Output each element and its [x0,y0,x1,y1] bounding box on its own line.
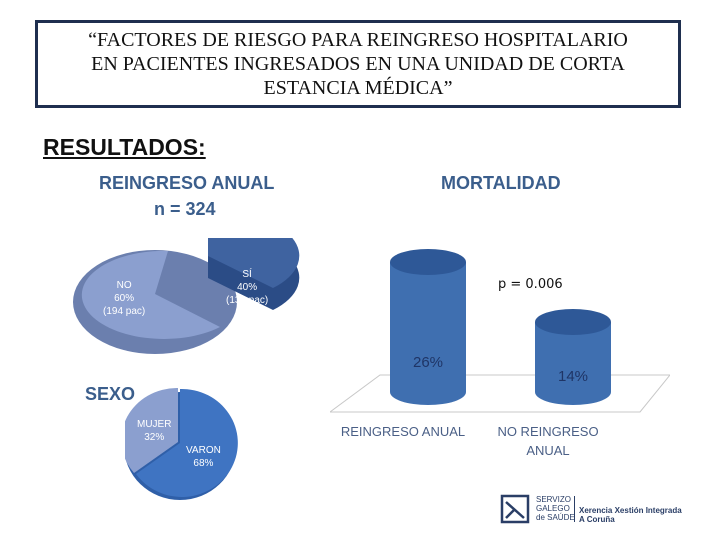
reingreso-chart-subtitle: n = 324 [154,199,216,219]
no-percent: 60% [114,293,135,304]
logo-line1: SERVIZO [536,495,571,504]
logo-line2: GALEGO [536,504,570,513]
reingreso-pie [73,238,300,354]
pie-slice-varon [136,388,238,497]
p-value-annotation: p = 0.006 [498,277,563,292]
si-count: (130 pac) [226,295,269,306]
slide-title: “FACTORES DE RIESGO PARA REINGRESO HOSPI… [48,28,668,100]
bar-category-label-1: NO REINGRESO ANUAL [488,422,608,460]
varon-percent: 68% [193,458,214,469]
cat1-line2: ANUAL [526,443,570,458]
title-line-2: EN PACIENTES INGRESADOS EN UNA UNIDAD DE… [91,53,625,75]
mortalidad-chart-title: MORTALIDAD [441,173,561,193]
bar-top-0 [390,249,466,275]
pie-label-si: SÍ 40% (130 pac) [226,268,268,307]
pie-label-mujer: MUJER 32% [137,418,171,444]
cat1-line1: NO REINGRESO [497,424,599,439]
pie-slice-mujer [125,388,178,473]
logo-servizo: SERVIZO GALEGO de SAÚDE [536,495,575,522]
bar-body-1 [535,322,611,405]
mortalidad-bar-chart: 26% 14% [330,249,670,413]
mujer-percent: 32% [144,432,165,443]
logo-line3: de SAÚDE [536,513,575,522]
reingreso-chart-title: REINGRESO ANUAL [99,173,275,193]
bar-value-label-0: 26% [413,354,443,371]
bar-0: 26% [390,249,466,405]
bar-1: 14% [535,309,611,405]
mujer-label: MUJER [137,419,172,430]
bar-chart-floor [330,374,670,413]
title-box: “FACTORES DE RIESGO PARA REINGRESO HOSPI… [35,20,681,108]
si-percent: 40% [237,282,258,293]
bar-category-label-0: REINGRESO ANUAL [338,422,468,441]
pie-label-varon: VARON 68% [186,444,221,470]
sexo-pie [125,388,238,500]
sergas-logo-icon [500,494,530,524]
si-label: SÍ [242,269,252,280]
title-line-3: ESTANCIA MÉDICA” [263,77,453,99]
logo-org: Xerencia Xestión Integrada A Coruña [579,506,682,524]
no-label: NO [116,280,132,291]
bar-group: 26% 14% [390,249,611,405]
varon-label: VARON [186,445,221,456]
sexo-chart-title: SEXO [85,384,136,404]
section-heading: RESULTADOS: [43,134,206,160]
bar-value-label-1: 14% [558,368,588,385]
bar-top-1 [535,309,611,335]
logo-org1: Xerencia Xestión Integrada [579,506,682,515]
pie-slice-si [208,238,300,288]
pie-label-no: NO 60% (194 pac) [103,279,145,318]
pie-slice-no [81,250,220,339]
logo-org2: A Coruña [579,515,615,524]
bar-body-0 [390,262,466,405]
no-count: (194 pac) [103,306,146,317]
title-line-1: “FACTORES DE RIESGO PARA REINGRESO HOSPI… [88,29,628,51]
cat0-line1: REINGRESO ANUAL [340,424,466,439]
logo-divider [574,496,575,522]
